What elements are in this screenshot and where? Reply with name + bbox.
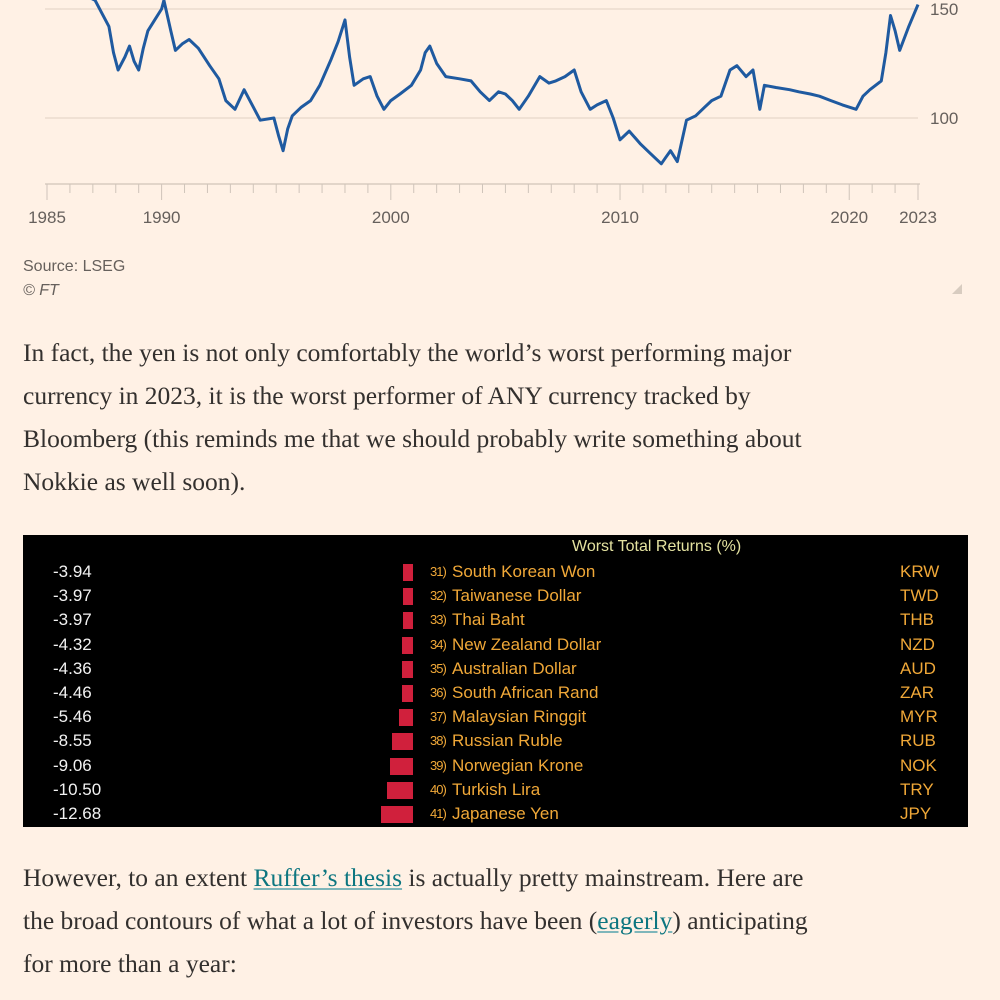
text: for more than a year: bbox=[23, 949, 237, 978]
text: However, to an extent bbox=[23, 863, 254, 892]
table-title: Worst Total Returns (%) bbox=[572, 538, 742, 555]
x-tick-label: 2000 bbox=[372, 208, 410, 227]
table-row: -3.94 31) South Korean Won KRW bbox=[23, 560, 968, 584]
table-row: -9.06 39) Norwegian Krone NOK bbox=[23, 754, 968, 778]
paragraph-line: In fact, the yen is not only comfortably… bbox=[23, 338, 792, 367]
currency-code: THB bbox=[900, 610, 934, 630]
return-value: -4.36 bbox=[53, 658, 92, 678]
table-row: -12.68 41) Japanese Yen JPY bbox=[23, 802, 968, 826]
return-bar bbox=[390, 757, 413, 775]
currency-code: TWD bbox=[900, 586, 939, 606]
rank-number: 36) bbox=[430, 685, 447, 700]
return-value: -8.55 bbox=[53, 731, 92, 751]
x-tick-label: 2023 bbox=[899, 208, 937, 227]
return-bar bbox=[402, 660, 413, 678]
bloomberg-worst-returns-table: Worst Total Returns (%) -3.94 31) South Ko… bbox=[23, 535, 968, 827]
paragraph-yen-worst: In fact, the yen is not only comfortably… bbox=[23, 331, 802, 503]
currency-code: JPY bbox=[900, 804, 932, 823]
y-tick-label: 100 bbox=[930, 109, 958, 128]
y-tick-label: 150 bbox=[930, 0, 958, 19]
table-row: -4.32 34) New Zealand Dollar NZD bbox=[23, 633, 968, 657]
return-value: -3.94 bbox=[53, 562, 92, 581]
chart-copyright: © FT bbox=[23, 282, 59, 299]
rank-number: 41) bbox=[430, 806, 447, 821]
eagerly-link[interactable]: eagerly bbox=[597, 906, 673, 935]
text: is actually pretty mainstream. Here are bbox=[402, 863, 804, 892]
chart-source: Source: LSEG bbox=[23, 258, 126, 275]
x-tick-label: 1990 bbox=[143, 208, 181, 227]
rank-number: 38) bbox=[430, 733, 447, 749]
currency-name[interactable]: South African Rand bbox=[452, 683, 599, 702]
return-value: -5.46 bbox=[53, 707, 92, 727]
table-row: -8.55 38) Russian Ruble RUB bbox=[23, 729, 968, 753]
currency-name[interactable]: Malaysian Ringgit bbox=[452, 707, 587, 727]
return-value: -3.97 bbox=[53, 586, 92, 606]
return-bar bbox=[403, 588, 413, 606]
currency-name[interactable]: Norwegian Krone bbox=[452, 755, 584, 775]
rank-number: 31) bbox=[430, 564, 447, 579]
table-row: -5.46 37) Malaysian Ringgit MYR bbox=[23, 705, 968, 729]
currency-name[interactable]: Turkish Lira bbox=[452, 779, 541, 799]
series-line-index bbox=[91, 0, 920, 166]
table-row: -3.97 33) Thai Baht THB bbox=[23, 608, 968, 632]
rank-number: 34) bbox=[430, 636, 447, 652]
return-value: -10.50 bbox=[53, 779, 102, 799]
return-bar bbox=[403, 612, 413, 630]
currency-code: NOK bbox=[900, 755, 937, 775]
x-tick-label: 1985 bbox=[28, 208, 66, 227]
currency-name[interactable]: Thai Baht bbox=[452, 610, 525, 630]
currency-code: ZAR bbox=[900, 683, 934, 702]
return-bar bbox=[399, 709, 413, 727]
currency-name[interactable]: South Korean Won bbox=[452, 562, 596, 581]
table-row: -10.50 40) Turkish Lira TRY bbox=[23, 778, 968, 802]
rank-number: 33) bbox=[430, 612, 447, 628]
return-value: -4.46 bbox=[53, 683, 92, 702]
rank-number: 35) bbox=[430, 660, 447, 676]
return-value: -12.68 bbox=[53, 804, 102, 823]
paragraph-line: currency in 2023, it is the worst perfor… bbox=[23, 381, 751, 410]
currency-name[interactable]: Australian Dollar bbox=[452, 658, 577, 678]
paragraph-line: Bloomberg (this reminds me that we shoul… bbox=[23, 424, 802, 453]
return-value: -4.32 bbox=[53, 634, 92, 654]
currency-code: NZD bbox=[900, 634, 935, 654]
currency-code: MYR bbox=[900, 707, 938, 727]
rank-number: 32) bbox=[430, 588, 447, 604]
return-bar bbox=[403, 564, 413, 581]
rank-number: 37) bbox=[430, 709, 447, 725]
return-value: -9.06 bbox=[53, 755, 92, 775]
currency-code: KRW bbox=[900, 562, 940, 581]
table-row: -4.46 36) South African Rand ZAR bbox=[23, 681, 968, 705]
x-tick-label: 2010 bbox=[601, 208, 639, 227]
table-row: -3.97 32) Taiwanese Dollar TWD bbox=[23, 584, 968, 608]
text: ) anticipating bbox=[672, 906, 808, 935]
paragraph-ruffer-thesis: However, to an extent Ruffer’s thesis is… bbox=[23, 856, 808, 985]
currency-code: RUB bbox=[900, 731, 936, 751]
yen-line-chart: 100 150 1985 1990 2000 2010 2020 2023 bbox=[28, 0, 958, 227]
return-value: -3.97 bbox=[53, 610, 92, 630]
table-row: -4.36 35) Australian Dollar AUD bbox=[23, 657, 968, 681]
return-bar bbox=[402, 636, 413, 654]
currency-name[interactable]: Japanese Yen bbox=[452, 804, 559, 823]
x-tick-label: 2020 bbox=[830, 208, 868, 227]
rank-number: 39) bbox=[430, 757, 447, 773]
text: the broad contours of what a lot of inve… bbox=[23, 906, 598, 935]
return-bar bbox=[401, 685, 413, 702]
paragraph-line: Nokkie as well soon). bbox=[23, 467, 246, 496]
currency-name[interactable]: Taiwanese Dollar bbox=[452, 586, 582, 606]
return-bar bbox=[386, 781, 413, 799]
return-bar bbox=[381, 806, 413, 823]
currency-name[interactable]: New Zealand Dollar bbox=[452, 634, 602, 654]
resize-handle-icon[interactable] bbox=[952, 284, 962, 294]
currency-code: TRY bbox=[900, 779, 934, 799]
currency-name[interactable]: Russian Ruble bbox=[452, 731, 563, 751]
rank-number: 40) bbox=[430, 781, 447, 797]
currency-code: AUD bbox=[900, 658, 936, 678]
ruffer-thesis-link[interactable]: Ruffer’s thesis bbox=[253, 863, 403, 892]
return-bar bbox=[391, 733, 413, 751]
